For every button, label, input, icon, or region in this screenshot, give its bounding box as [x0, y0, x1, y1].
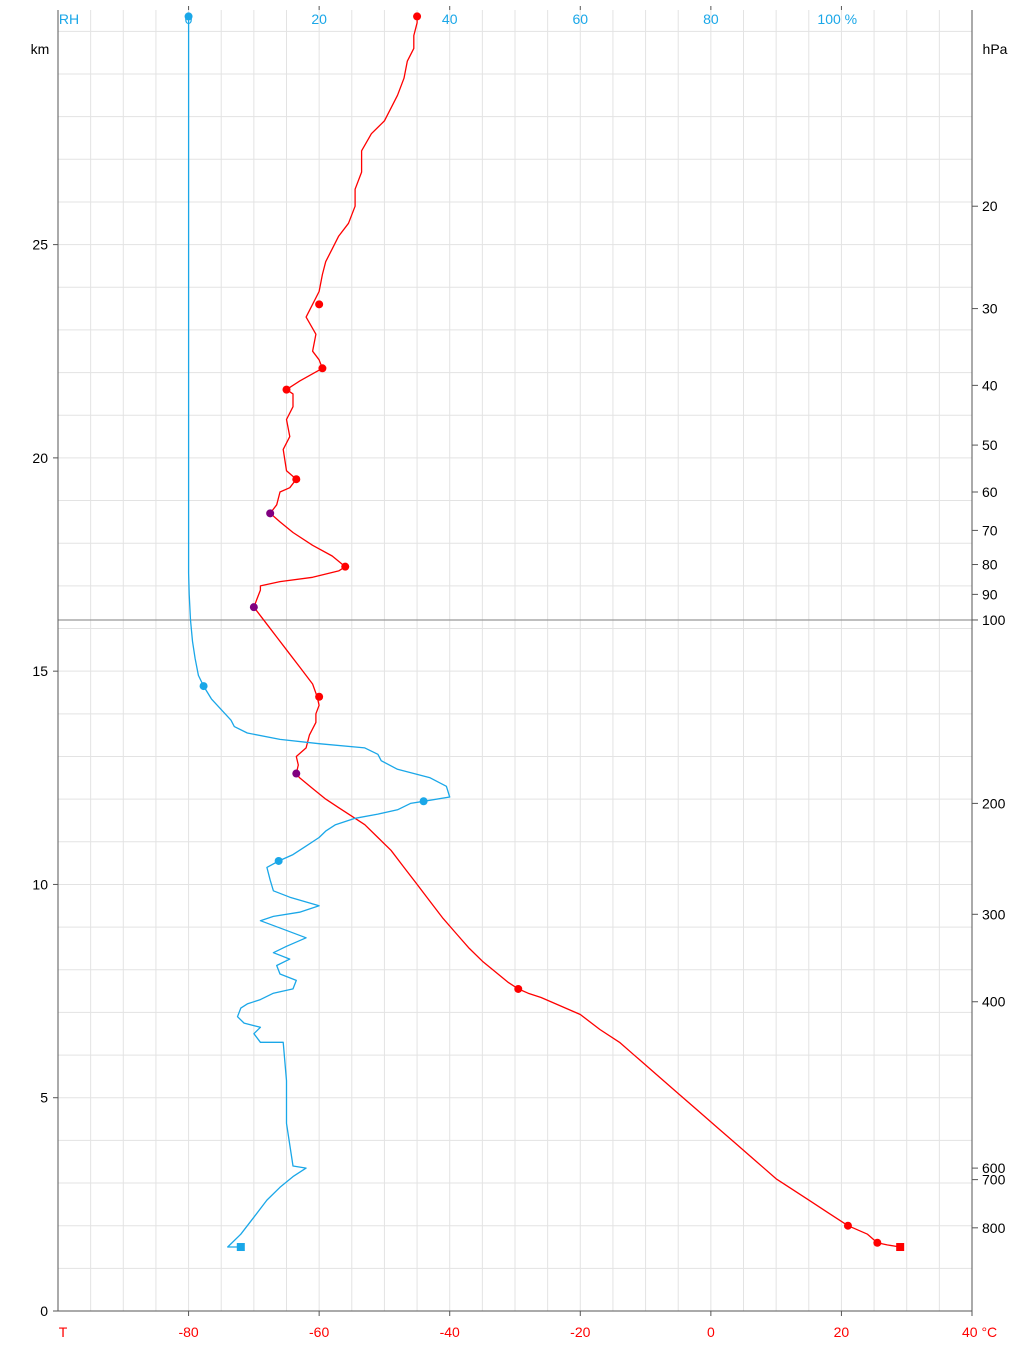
humidity-line [187, 16, 451, 1248]
right-tick-label: 30 [982, 301, 998, 317]
temperature-marker [413, 12, 422, 21]
left-tick-label: 0 [40, 1303, 48, 1319]
top-axis-label: RH [59, 11, 79, 27]
right-tick-label: 20 [982, 198, 998, 214]
right-tick-label: 700 [982, 1172, 1006, 1188]
series-layer [184, 12, 905, 1252]
top-tick-label: 60 [572, 11, 588, 27]
humidity-marker [199, 682, 208, 691]
humidity-marker [274, 856, 283, 865]
bottom-tick-label: -80 [178, 1324, 198, 1340]
temperature-marker [282, 385, 291, 394]
temperature-level-marker [249, 603, 258, 612]
humidity-marker [184, 12, 193, 21]
right-tick-label: 70 [982, 522, 998, 538]
top-tick-label: 80 [703, 11, 719, 27]
top-tick-label: 40 [442, 11, 458, 27]
humidity-marker [419, 797, 428, 806]
temperature-marker-square [896, 1243, 905, 1252]
right-tick-label: 60 [982, 484, 998, 500]
bottom-tick-label: -60 [309, 1324, 329, 1340]
left-tick-label: 10 [32, 876, 48, 892]
temperature-level-marker [292, 769, 301, 778]
temperature-marker [315, 300, 324, 309]
right-tick-label: 50 [982, 437, 998, 453]
right-tick-label: 400 [982, 994, 1006, 1010]
temperature-marker [843, 1221, 852, 1230]
right-tick-label: 300 [982, 906, 1006, 922]
left-tick-label: 25 [32, 237, 48, 253]
left-tick-label: 15 [32, 663, 48, 679]
left-tick-label: 5 [40, 1090, 48, 1106]
right-tick-label: 90 [982, 586, 998, 602]
temperature-marker [315, 692, 324, 701]
humidity-marker-square [236, 1243, 245, 1252]
right-axis-label: hPa [983, 41, 1008, 57]
grid [58, 10, 972, 1311]
temperature-line [253, 16, 901, 1248]
right-tick-label: 200 [982, 795, 1006, 811]
temperature-marker [341, 562, 350, 571]
temperature-level-marker [266, 509, 275, 518]
right-tick-label: 80 [982, 557, 998, 573]
temperature-marker [318, 364, 327, 373]
left-axis-label: km [31, 41, 50, 57]
bottom-tick-label: -40 [440, 1324, 460, 1340]
axis-labels: RH T km hPa [31, 11, 1008, 1340]
temperature-marker [873, 1238, 882, 1247]
right-tick-label: 40 [982, 377, 998, 393]
right-tick-label: 800 [982, 1220, 1006, 1236]
right-tick-label: 600 [982, 1160, 1006, 1176]
bottom-tick-label: -20 [570, 1324, 590, 1340]
bottom-tick-label: 20 [834, 1324, 850, 1340]
temperature-marker [514, 984, 523, 993]
temperature-marker [292, 475, 301, 484]
left-tick-label: 20 [32, 450, 48, 466]
top-tick-label: 20 [311, 11, 327, 27]
right-tick-label: 100 [982, 612, 1006, 628]
bottom-tick-label: 40 °C [962, 1324, 997, 1340]
top-tick-label: 100 % [817, 11, 857, 27]
bottom-axis-label: T [59, 1324, 68, 1340]
bottom-tick-label: 0 [707, 1324, 715, 1340]
